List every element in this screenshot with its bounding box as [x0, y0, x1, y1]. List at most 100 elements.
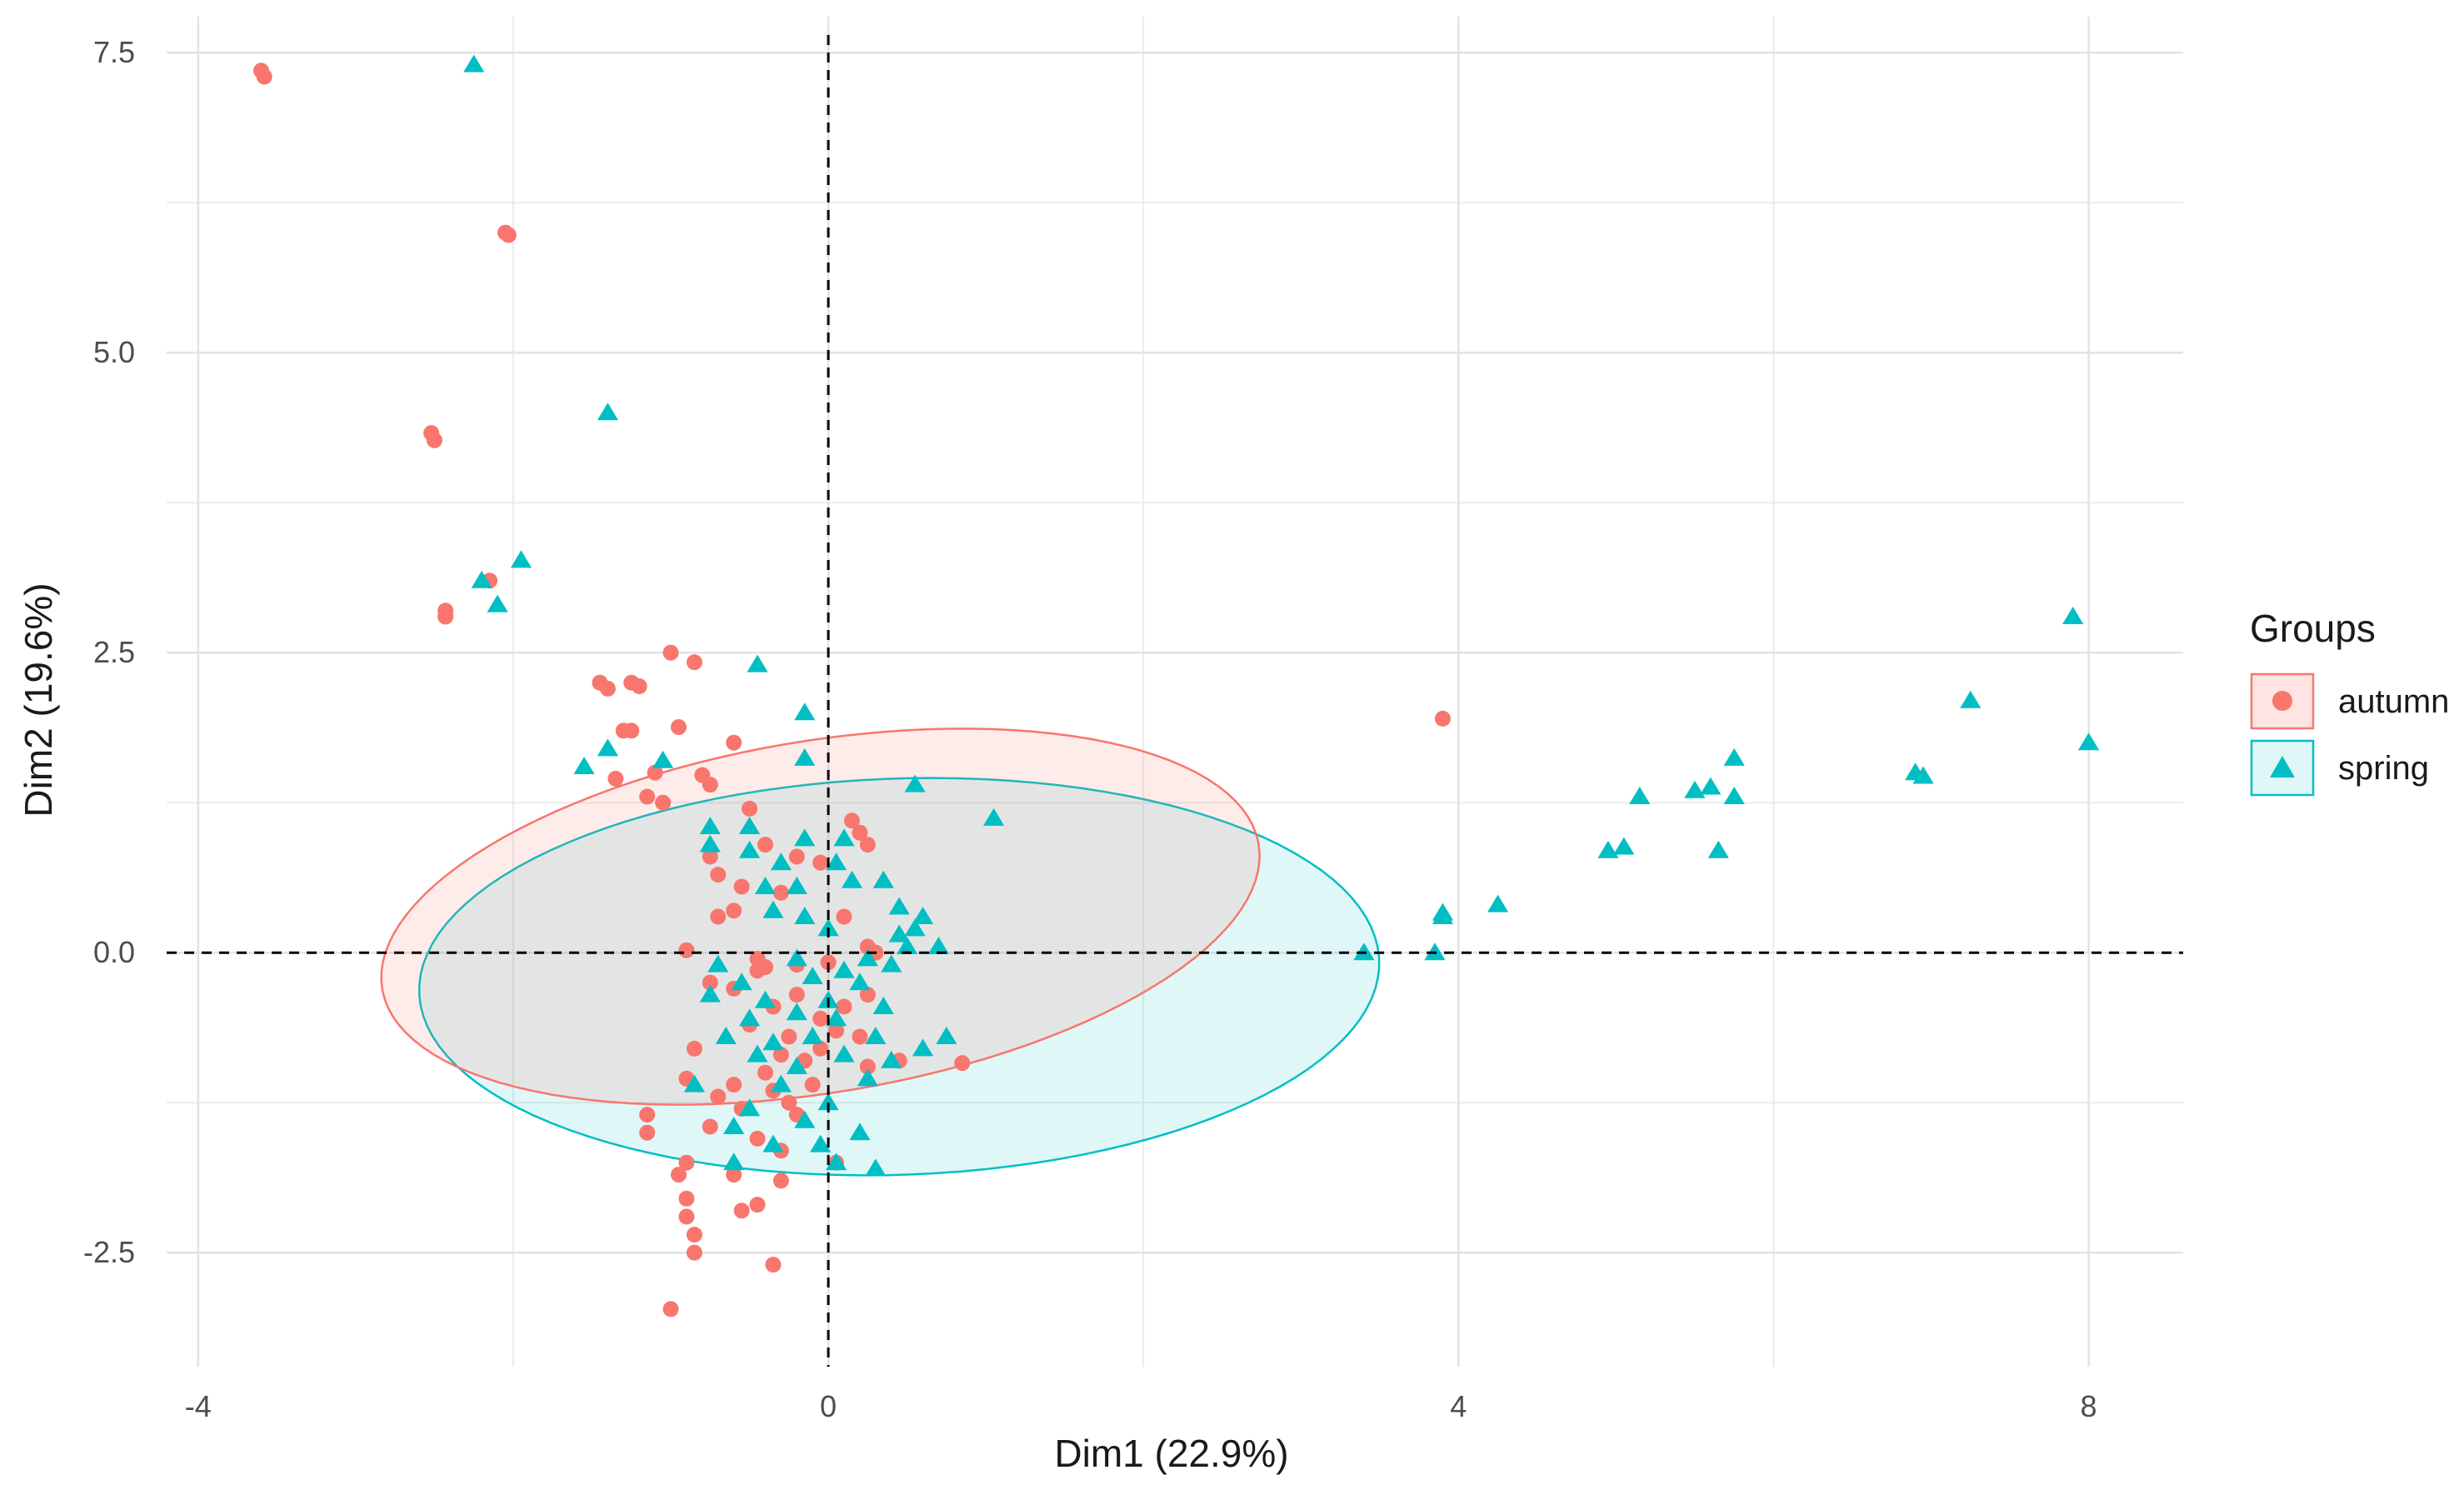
point-spring — [849, 1122, 871, 1141]
point-spring — [738, 1008, 761, 1027]
point-spring — [715, 1027, 737, 1044]
point-autumn — [765, 1257, 782, 1273]
point-autumn — [647, 764, 663, 781]
point-autumn — [843, 812, 860, 829]
point-spring — [794, 702, 816, 721]
point-autumn — [500, 227, 517, 243]
legend-key-spring-marker — [2270, 756, 2295, 778]
point-spring — [699, 817, 721, 834]
point-spring — [2077, 732, 2100, 751]
point-spring — [1912, 766, 1934, 784]
point-autumn — [702, 848, 718, 865]
point-spring — [762, 900, 784, 918]
point-spring — [794, 828, 816, 847]
point-autumn — [678, 1190, 695, 1207]
point-autumn — [710, 908, 727, 925]
y-tick-label: 5.0 — [93, 335, 135, 369]
point-spring — [1629, 787, 1651, 804]
y-axis-title: Dim2 (19.6%) — [17, 582, 60, 817]
legend: Groups autumn spring — [2250, 607, 2449, 797]
point-spring — [849, 972, 871, 991]
point-autumn — [662, 1301, 679, 1318]
point-autumn — [686, 1227, 702, 1243]
point-spring — [825, 1008, 847, 1027]
grid-major — [167, 17, 2183, 1367]
ellipse-autumn — [380, 728, 1261, 1106]
point-spring — [825, 1152, 847, 1171]
point-spring — [904, 774, 926, 792]
point-autumn — [678, 1208, 695, 1225]
point-spring — [683, 1074, 705, 1092]
point-spring — [865, 1027, 887, 1044]
x-tick-label: 8 — [2081, 1389, 2097, 1423]
point-autumn — [686, 1040, 702, 1057]
point-autumn — [686, 1244, 702, 1261]
point-spring — [699, 834, 721, 852]
point-autumn — [836, 998, 852, 1015]
x-tick-label: 4 — [1450, 1389, 1467, 1423]
point-autumn — [615, 722, 632, 739]
point-spring — [510, 550, 532, 568]
point-autumn — [749, 1197, 766, 1213]
point-autumn — [954, 1055, 971, 1072]
point-autumn — [678, 942, 695, 958]
point-spring — [896, 937, 918, 954]
point-autumn — [828, 1022, 845, 1039]
point-spring — [1700, 777, 1722, 795]
point-spring — [881, 954, 902, 972]
point-spring — [786, 948, 807, 967]
point-spring — [786, 877, 807, 894]
legend-title: Groups — [2250, 607, 2376, 650]
point-spring — [1684, 780, 1706, 798]
point-spring — [904, 918, 926, 937]
point-spring — [786, 1002, 807, 1021]
point-spring — [936, 1027, 957, 1044]
point-spring — [1723, 787, 1745, 804]
point-autumn — [702, 777, 718, 793]
point-autumn — [726, 734, 742, 751]
point-autumn — [437, 608, 454, 625]
point-spring — [833, 1044, 855, 1062]
confidence-ellipses — [380, 728, 1381, 1177]
point-autumn — [631, 678, 647, 695]
point-spring — [833, 828, 855, 847]
point-spring — [982, 808, 1005, 826]
point-spring — [723, 1117, 745, 1134]
point-autumn — [820, 954, 837, 971]
point-autumn — [702, 974, 718, 991]
point-spring — [770, 852, 792, 871]
point-autumn — [749, 962, 766, 979]
point-spring — [1432, 902, 1454, 921]
point-spring — [802, 1027, 823, 1044]
point-spring — [802, 967, 823, 984]
point-autumn — [836, 908, 852, 925]
point-spring — [747, 1044, 768, 1062]
tick-labels: -4 0 4 8 -2.5 0.0 2.5 5.0 7.5 — [83, 35, 2097, 1423]
point-spring — [471, 570, 492, 588]
point-autumn — [757, 837, 773, 853]
point-spring — [1613, 837, 1635, 855]
point-spring — [912, 1038, 934, 1057]
legend-label-autumn: autumn — [2338, 683, 2449, 720]
point-spring — [597, 738, 618, 757]
reference-lines — [167, 35, 2183, 1367]
point-autumn — [812, 1010, 829, 1027]
data-points — [252, 54, 2100, 1318]
point-autumn — [804, 1077, 821, 1093]
point-autumn — [781, 1028, 797, 1045]
point-spring — [786, 1057, 807, 1074]
point-spring — [463, 54, 485, 72]
point-spring — [652, 750, 674, 768]
point-autumn — [426, 432, 442, 448]
point-spring — [841, 870, 863, 888]
point-spring — [927, 937, 950, 954]
y-tick-label: 7.5 — [93, 35, 135, 69]
point-autumn — [852, 824, 868, 841]
point-autumn — [812, 854, 829, 871]
point-autumn — [781, 1094, 797, 1111]
point-spring — [857, 1068, 878, 1087]
point-autumn — [726, 1077, 742, 1093]
point-autumn — [742, 800, 758, 817]
point-spring — [1597, 840, 1619, 858]
point-autumn — [670, 1167, 687, 1183]
